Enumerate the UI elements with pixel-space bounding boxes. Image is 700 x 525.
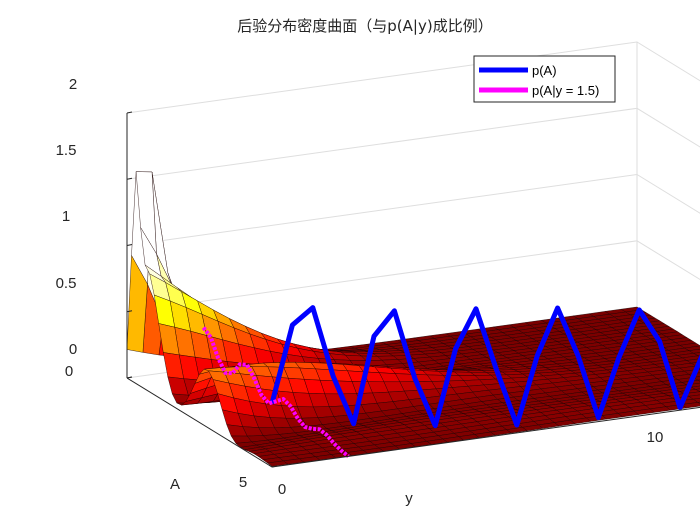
a-tick-label: 5	[239, 474, 247, 491]
axes-back-panes	[126, 41, 700, 379]
z-tick-label: 1.5	[56, 142, 77, 159]
posterior-surface	[126, 171, 700, 467]
a-axis-line	[126, 377, 273, 468]
y-axis-label: y	[405, 490, 413, 507]
a-axis-label: A	[170, 476, 180, 493]
z-tick-mark	[126, 111, 133, 114]
z-tick-label: 0.5	[56, 275, 77, 292]
y-tick-label: 10	[647, 429, 664, 446]
surface-patch	[266, 460, 289, 467]
legend-box	[473, 55, 616, 103]
series-line-p-a	[269, 305, 700, 429]
z-tick-label: 0	[69, 341, 77, 358]
legend: p(A) p(A|y = 1.5)	[473, 55, 616, 103]
chart-title: 后验分布密度曲面（与p(A|y)成比例）	[237, 17, 492, 35]
z-tick-mark	[126, 177, 133, 180]
z-tick-mark	[126, 310, 133, 313]
y-axis-line	[271, 406, 700, 468]
z-tick-label: 1	[62, 208, 70, 225]
z-tick-label: 2	[69, 76, 77, 93]
axes-front	[126, 111, 700, 468]
a-tick-label: 0	[65, 363, 73, 380]
a-tick-mark	[271, 465, 278, 468]
legend-label-p-a-given-y: p(A|y = 1.5)	[532, 83, 599, 98]
series-line-p-a-given-y	[201, 326, 350, 458]
z-tick-mark	[126, 244, 133, 246]
series-lines	[201, 305, 700, 458]
y-tick-mark	[268, 464, 273, 468]
legend-label-p-a: p(A)	[532, 63, 557, 78]
y-tick-label: 0	[278, 481, 286, 498]
a-tick-mark	[126, 376, 133, 379]
